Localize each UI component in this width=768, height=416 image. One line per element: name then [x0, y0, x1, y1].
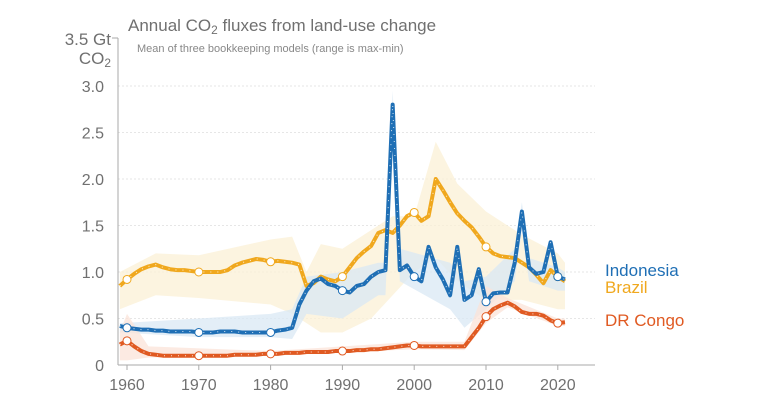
x-tick-label: 1960	[109, 377, 145, 394]
data-point-brazil	[122, 274, 132, 284]
x-tick-label: 2020	[540, 377, 576, 394]
data-point-indonesia	[409, 272, 419, 282]
x-tick-label: 2010	[468, 377, 504, 394]
data-point-dr-congo	[194, 351, 204, 361]
y-tick-label: 2.5	[82, 126, 104, 143]
x-tick-label: 1980	[253, 377, 289, 394]
data-point-indonesia	[266, 327, 276, 337]
data-point-brazil	[409, 207, 419, 217]
data-point-dr-congo	[481, 312, 491, 322]
chart-subtitle: Mean of three bookkeeping models (range …	[137, 43, 404, 55]
y-tick-label: 1.0	[82, 265, 104, 282]
data-point-dr-congo	[122, 336, 132, 346]
series-label-dr-congo: DR Congo	[605, 311, 685, 330]
range-band-dr-congo	[119, 285, 565, 361]
y-tick-label: 1.5	[82, 219, 104, 236]
range-band-brazil	[119, 141, 565, 333]
y-axis-unit: 3.5 Gt CO2	[65, 30, 111, 73]
series-label-brazil: Brazil	[605, 278, 648, 297]
y-tick-label: 3.0	[82, 79, 104, 96]
data-point-indonesia	[553, 272, 563, 282]
data-point-indonesia	[481, 297, 491, 307]
y-tick-label: 0.5	[82, 312, 104, 329]
y-tick-label: 0	[95, 358, 104, 375]
x-tick-label: 1970	[181, 377, 217, 394]
data-point-dr-congo	[409, 340, 419, 350]
data-point-brazil	[266, 257, 276, 267]
data-point-dr-congo	[553, 318, 563, 328]
data-point-dr-congo	[266, 349, 276, 359]
y-axis-top-label: 3.5 Gt	[64, 30, 111, 49]
data-point-indonesia	[337, 286, 347, 296]
data-point-indonesia	[122, 323, 132, 333]
y-axis-unit-label: CO2	[78, 49, 111, 70]
x-tick-label: 1990	[325, 377, 361, 394]
series-label-indonesia: Indonesia	[605, 261, 679, 280]
y-tick-label: 2.0	[82, 172, 104, 189]
data-point-brazil	[194, 267, 204, 277]
data-point-dr-congo	[337, 346, 347, 356]
chart-title: Annual CO2 fluxes from land-use change	[128, 16, 437, 37]
data-point-indonesia	[194, 327, 204, 337]
data-point-brazil	[337, 272, 347, 282]
x-tick-label: 2000	[396, 377, 432, 394]
data-point-brazil	[481, 242, 491, 252]
